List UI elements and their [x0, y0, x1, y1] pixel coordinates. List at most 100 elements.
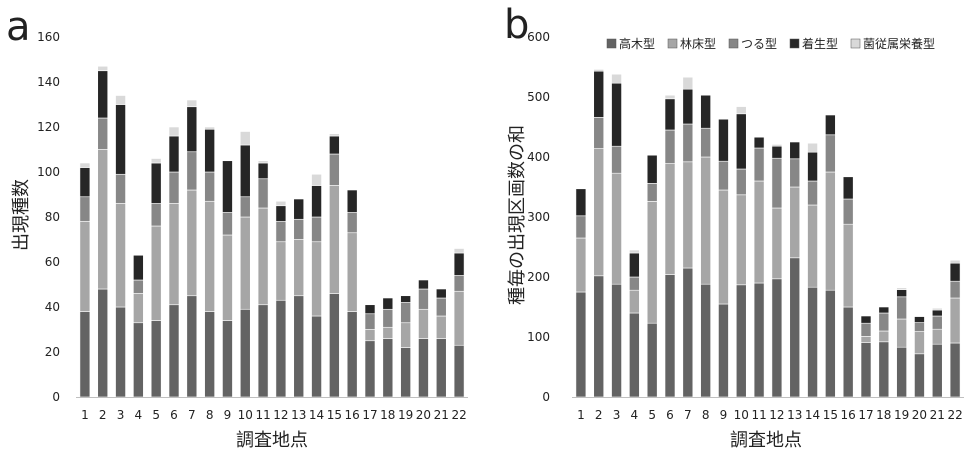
bar-segment — [133, 294, 143, 323]
x-tick-label: 14 — [309, 408, 324, 422]
x-axis-title-b: 調査地点 — [730, 430, 802, 451]
bar-segment — [754, 181, 764, 283]
bar-segment — [647, 183, 657, 201]
x-tick-label: 13 — [787, 408, 802, 422]
bar-segment — [701, 95, 711, 128]
bar-segment — [418, 309, 428, 338]
bar-segment — [594, 149, 604, 276]
bar-segment — [843, 199, 853, 224]
y-tick-label: 0 — [52, 390, 60, 404]
x-tick-label: 15 — [823, 408, 838, 422]
bar-segment — [897, 288, 907, 290]
panel-letter-b: b — [504, 2, 529, 48]
bar-segment — [736, 195, 746, 285]
y-tick-label: 400 — [527, 150, 550, 164]
y-tick-label: 100 — [527, 330, 550, 344]
y-tick-label: 60 — [45, 255, 60, 269]
legend-label: 菌従属栄養型 — [863, 36, 935, 51]
bar-segment — [205, 129, 215, 172]
legend-item: 林床型 — [668, 37, 716, 51]
legend-label: 高木型 — [619, 36, 655, 51]
x-tick-label: 8 — [206, 408, 214, 422]
bar-segment — [594, 69, 604, 71]
x-tick-label: 9 — [224, 408, 232, 422]
y-ticks-b: 0 100 200 300 400 500 600 — [527, 30, 550, 404]
bar-segment — [80, 222, 90, 312]
bar-segment — [258, 163, 268, 179]
bar-segment — [312, 174, 322, 185]
legend-swatch — [607, 39, 616, 48]
x-tick-label: 20 — [416, 408, 431, 422]
x-tick-label: 22 — [947, 408, 962, 422]
y-ticks-a: 0 20 40 60 80 100 120 140 160 — [37, 30, 60, 404]
bar-segment — [436, 339, 446, 398]
bar-segment — [329, 134, 339, 136]
bar-segment — [754, 137, 764, 148]
bar-segment — [365, 314, 375, 330]
bar-segment — [683, 124, 693, 162]
bar-segment — [665, 164, 675, 275]
x-tick-label: 8 — [702, 408, 710, 422]
bar-segment — [914, 332, 924, 354]
bar-segment — [612, 146, 622, 173]
bar-segment — [276, 201, 286, 206]
y-tick-label: 160 — [37, 30, 60, 44]
bar-segment — [683, 268, 693, 397]
bar-segment — [683, 89, 693, 124]
bar-segment — [897, 297, 907, 319]
bar-segment — [647, 155, 657, 183]
bar-segment — [665, 99, 675, 130]
legend-item: 菌従属栄養型 — [851, 36, 935, 51]
bar-segment — [276, 300, 286, 397]
bar-segment — [401, 323, 411, 348]
bar-segment — [401, 348, 411, 398]
x-tick-label: 22 — [451, 408, 466, 422]
bar-segment — [187, 152, 197, 190]
x-tick-label: 10 — [734, 408, 749, 422]
bar-segment — [843, 307, 853, 397]
bar-segment — [240, 217, 250, 309]
x-tick-label: 6 — [170, 408, 178, 422]
bar-segment — [825, 115, 835, 135]
x-tick-label: 1 — [577, 408, 585, 422]
x-tick-label: 2 — [99, 408, 107, 422]
bar-segment — [594, 276, 604, 397]
bar-segment — [347, 190, 357, 213]
x-tick-label: 17 — [858, 408, 873, 422]
bar-segment — [222, 213, 232, 236]
chart-b: b 種毎の出現区画数の和 調査地点 高木型 林床型 つる型 着生型 菌従属栄養型 010… — [484, 0, 967, 453]
bar-segment — [276, 242, 286, 301]
bar-segment — [294, 199, 304, 219]
bar-segment — [612, 83, 622, 146]
bar-segment — [843, 224, 853, 307]
bar-segment — [718, 304, 728, 397]
bar-segment — [116, 204, 126, 308]
bar-segment — [436, 316, 446, 339]
legend-swatch — [668, 39, 677, 48]
bar-segment — [222, 235, 232, 321]
bar-segment — [116, 174, 126, 203]
bar-segment — [879, 307, 889, 313]
bar-segment — [772, 158, 782, 208]
bar-segment — [329, 136, 339, 154]
bar-segment — [169, 204, 179, 305]
bar-segment — [222, 161, 232, 213]
x-tick-label: 1 — [81, 408, 89, 422]
bar-segment — [169, 172, 179, 204]
bar-segment — [790, 159, 800, 187]
y-tick-label: 500 — [527, 90, 550, 104]
bar-segment — [861, 336, 871, 342]
bar-segment — [240, 132, 250, 146]
bar-segment — [436, 289, 446, 298]
bar-segment — [612, 74, 622, 83]
legend-item: 着生型 — [790, 36, 838, 51]
bar-segment — [80, 163, 90, 168]
bar-segment — [950, 298, 960, 343]
bar-segment — [240, 145, 250, 197]
bar-segment — [329, 186, 339, 294]
bar-segment — [258, 305, 268, 397]
bar-segment — [790, 187, 800, 258]
bar-segment — [825, 135, 835, 172]
x-tick-label: 12 — [769, 408, 784, 422]
bar-segment — [454, 249, 464, 254]
